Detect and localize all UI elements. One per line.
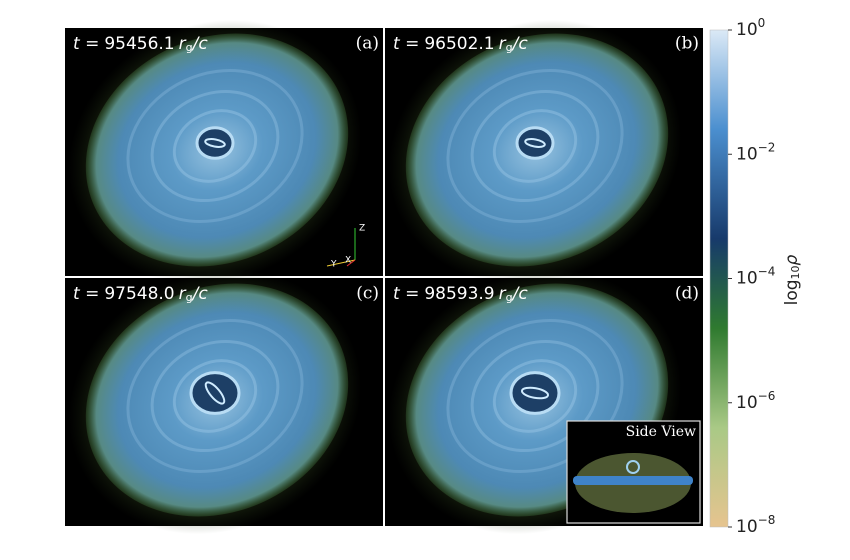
disk-ring: [172, 359, 258, 433]
inset-title: Side View: [626, 424, 696, 440]
inner-disk: [524, 138, 546, 148]
text-part: ρ: [782, 254, 802, 265]
time-label: t = 96502.1 rg/c: [393, 34, 528, 54]
inner-cavity: [195, 126, 235, 160]
disk-ring: [150, 89, 280, 203]
text-part: 0: [758, 16, 766, 30]
side-core: [626, 460, 640, 474]
disk-ring: [172, 109, 258, 183]
inner-cavity: [509, 371, 561, 415]
text-part: g: [506, 291, 513, 304]
panel: t = 98593.9 rg/c (d) Side View: [385, 269, 703, 535]
time-label: t = 97548.0 rg/c: [73, 284, 208, 304]
text-part: t =: [393, 284, 419, 304]
panel: t = 96502.1 rg/c (b): [385, 19, 703, 285]
disk-ring: [492, 109, 578, 183]
axis-y: [326, 259, 356, 267]
text-part: g: [186, 41, 193, 54]
disk-ring: [470, 339, 600, 453]
text-part: 98593.9: [424, 284, 494, 304]
disk-ring: [150, 339, 280, 453]
disk-ring: [446, 318, 624, 474]
text-part: /c: [511, 34, 529, 54]
text-part: /c: [191, 34, 209, 54]
panel-tag: (a): [356, 34, 379, 54]
text-part: log: [782, 279, 802, 305]
inner-cavity: [189, 371, 241, 415]
inset: Side View: [566, 420, 701, 524]
time-label: t = 95456.1 rg/c: [73, 34, 208, 54]
colorbar-tick-label: 10−2: [736, 140, 775, 165]
text-part: −4: [758, 264, 776, 278]
text-part: 97548.0: [104, 284, 174, 304]
text-part: −6: [758, 388, 776, 402]
text-part: −2: [758, 140, 776, 154]
panel: t = 95456.1 rg/c (a) Z Y X: [65, 19, 383, 285]
text-part: r: [499, 34, 507, 54]
text-part: 95456.1: [104, 34, 174, 54]
axis-label: Z: [359, 224, 365, 234]
inner-cavity: [515, 126, 555, 160]
panel-tag: (b): [675, 34, 699, 54]
colorbar-tick-label: 10−8: [736, 513, 775, 538]
text-part: 10: [736, 269, 758, 289]
disk-ring: [446, 68, 624, 224]
axis-x: [346, 259, 356, 267]
axis-label: Y: [330, 260, 337, 270]
colorbar-tick-label: 10−6: [736, 388, 775, 413]
colorbar-tick-label: 10−4: [736, 264, 775, 289]
text-part: 10: [789, 265, 802, 279]
text-part: −8: [758, 513, 776, 527]
text-part: r: [179, 34, 187, 54]
colorbar-tick-label: 100: [736, 16, 765, 41]
text-part: 10: [736, 393, 758, 413]
text-part: 10: [736, 517, 758, 537]
text-part: g: [186, 291, 193, 304]
disk-ring: [492, 359, 578, 433]
inner-disk: [204, 138, 226, 148]
side-disk: [573, 476, 693, 485]
text-part: g: [506, 41, 513, 54]
disk-ring: [470, 89, 600, 203]
inner-disk: [520, 386, 550, 400]
axis-label: X: [345, 256, 351, 266]
text-part: 10: [736, 144, 758, 164]
disk-ring: [126, 318, 304, 474]
colorbar: [709, 29, 729, 528]
text-part: /c: [191, 284, 209, 304]
colorbar-label: log10ρ: [782, 254, 802, 305]
text-part: t =: [73, 284, 99, 304]
text-part: r: [179, 284, 187, 304]
panel-tag: (c): [356, 284, 379, 304]
text-part: r: [499, 284, 507, 304]
text-part: 10: [736, 20, 758, 40]
inner-disk: [204, 381, 226, 405]
text-part: 96502.1: [424, 34, 494, 54]
disk-ring: [126, 68, 304, 224]
text-part: t =: [73, 34, 99, 54]
panel-tag: (d): [675, 284, 699, 304]
time-label: t = 98593.9 rg/c: [393, 284, 528, 304]
text-part: t =: [393, 34, 419, 54]
text-part: /c: [511, 284, 529, 304]
panel: t = 97548.0 rg/c (c): [65, 269, 383, 535]
